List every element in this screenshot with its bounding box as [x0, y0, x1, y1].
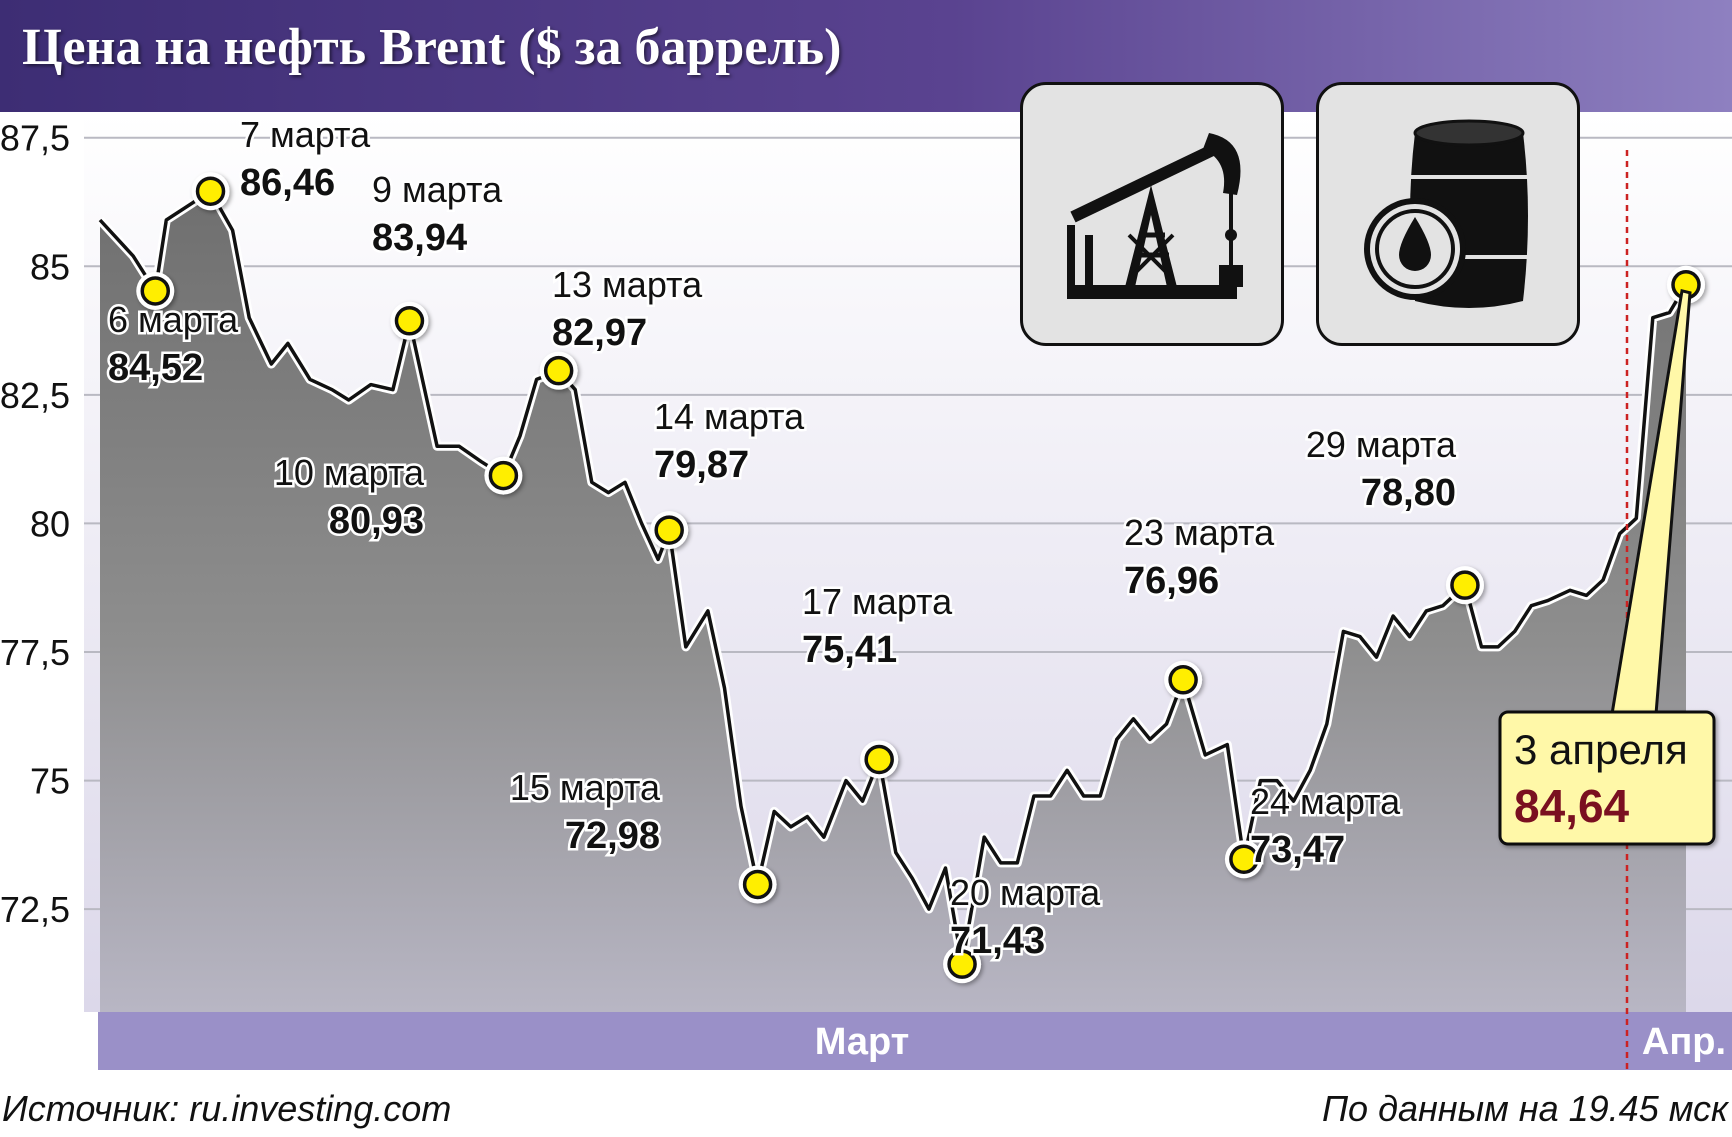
point-value-label: 83,94	[372, 217, 467, 259]
price-area-fill	[100, 191, 1686, 1012]
month-label-march: Март	[815, 1021, 910, 1063]
month-label-april: Апр.	[1642, 1021, 1726, 1063]
point-labels: 6 марта 84,52 7 марта 86,46 9 марта 83,94 10 м…	[106, 112, 1716, 965]
y-tick-label: 87,5	[0, 118, 70, 159]
point-value-label: 80,93	[329, 500, 424, 542]
point-date-label: 24 марта	[1250, 781, 1401, 822]
point-label: 14 марта 79,87	[652, 394, 808, 489]
point-date-label: 14 марта	[654, 396, 805, 437]
oil-barrel-icon	[1364, 119, 1528, 308]
point-date-label: 29 марта	[1306, 424, 1457, 465]
y-tick-label: 82,5	[0, 375, 70, 416]
latest-callout-box	[1498, 710, 1716, 846]
y-tick-label: 77,5	[0, 632, 70, 673]
point-value-label: 71,43	[950, 920, 1045, 962]
oil-barrel-icon-box	[1316, 82, 1580, 346]
price-marker	[488, 460, 519, 491]
price-marker	[394, 306, 425, 336]
point-value-label: 75,41	[802, 629, 897, 671]
price-marker	[947, 949, 977, 979]
point-value-label: 86,46	[240, 162, 335, 204]
as-of-note: По данным на 19.45 мск	[1321, 1088, 1728, 1129]
price-marker	[543, 355, 574, 386]
y-tick-label: 85	[30, 246, 70, 287]
price-marker	[1168, 665, 1198, 695]
point-label: 15 марта 72,98	[507, 765, 663, 860]
point-label: 7 марта 86,46	[238, 112, 374, 207]
y-tick-label: 72,5	[0, 889, 70, 930]
point-label: 29 марта 78,80	[1303, 422, 1459, 517]
point-date-label: 20 марта	[950, 872, 1101, 913]
point-date-label: 10 марта	[274, 452, 425, 493]
point-label: 13 марта 82,97	[550, 262, 706, 357]
price-marker	[140, 276, 171, 306]
point-date-label: 15 марта	[510, 767, 661, 808]
point-date-label: 13 марта	[552, 264, 703, 305]
point-label: 6 марта 84,52	[106, 297, 242, 392]
point-value-label: 82,97	[552, 312, 647, 354]
price-marker	[742, 869, 773, 900]
point-label: 17 марта 75,41	[800, 579, 956, 674]
source-note: Источник: ru.investing.com	[2, 1088, 452, 1129]
y-axis-ticks: 72,5 75 77,5 80 82,5 85 87,5	[0, 118, 70, 930]
point-date-label: 23 марта	[1124, 512, 1275, 553]
point-value-label: 72,98	[565, 815, 660, 857]
oil-pump-jack-icon-box	[1020, 82, 1284, 346]
point-label: 24 марта 73,47	[1248, 779, 1404, 874]
price-marker	[654, 515, 684, 545]
y-tick-label: 80	[30, 503, 70, 544]
price-marker	[1229, 844, 1259, 875]
point-date-label: 7 марта	[240, 114, 371, 155]
latest-value-label: 84,64	[1514, 780, 1630, 832]
point-date-label: 17 марта	[802, 581, 953, 622]
point-label: 10 марта 80,93	[271, 450, 427, 545]
point-value-label: 76,96	[1124, 560, 1219, 602]
point-value-label: 79,87	[654, 444, 749, 486]
month-band	[98, 1012, 1732, 1070]
oil-pump-jack-icon	[1067, 133, 1243, 299]
price-marker	[195, 176, 226, 206]
point-value-label: 73,47	[1250, 829, 1345, 871]
price-area	[96, 186, 1690, 1012]
point-label: 9 марта 83,94	[370, 167, 506, 262]
point-date-label: 6 марта	[108, 299, 239, 340]
price-marker	[1450, 570, 1480, 600]
point-label: 23 марта 76,96	[1122, 510, 1278, 605]
chart-title: Цена на нефть Brent ($ за баррель)	[22, 19, 842, 76]
point-label: 20 марта 71,43	[948, 870, 1104, 965]
price-marker	[864, 744, 894, 775]
point-value-label: 84,52	[108, 347, 203, 389]
y-tick-label: 75	[30, 761, 70, 802]
point-date-label: 9 марта	[372, 169, 503, 210]
latest-date-label: 3 апреля	[1514, 726, 1688, 773]
x-axis-band: Март Апр.	[98, 150, 1732, 1070]
point-value-label: 78,80	[1361, 472, 1456, 514]
price-line	[98, 189, 1688, 966]
